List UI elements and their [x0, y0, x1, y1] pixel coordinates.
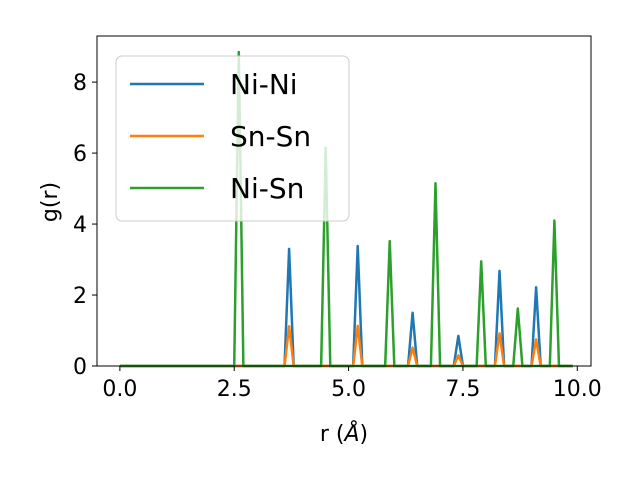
x-axis-label-prefix: r ( — [320, 422, 345, 447]
x-tick-label: 7.5 — [445, 377, 480, 402]
legend-label: Sn-Sn — [230, 120, 311, 153]
y-tick-label: 2 — [73, 284, 87, 309]
y-axis: 0 2 4 6 8 — [73, 71, 97, 380]
y-axis-label: g(r) — [38, 182, 63, 222]
plot-frame — [96, 35, 592, 367]
x-tick-label: 0.0 — [102, 377, 137, 402]
y-tick-label: 0 — [73, 355, 87, 380]
x-axis-label-suffix: ) — [360, 422, 369, 447]
x-axis: 0.0 2.5 5.0 7.5 10.0 — [102, 366, 602, 402]
y-tick-label: 8 — [73, 71, 87, 96]
x-tick-label: 10.0 — [553, 377, 602, 402]
y-tick-label: 4 — [73, 213, 87, 238]
x-tick-label: 5.0 — [331, 377, 366, 402]
x-tick-label: 2.5 — [217, 377, 252, 402]
legend-box — [115, 55, 350, 222]
y-tick-label: 6 — [73, 142, 87, 167]
legend: Ni-Ni Sn-Sn Ni-Sn — [115, 55, 350, 222]
legend-label: Ni-Ni — [230, 68, 298, 101]
x-axis-label: r (Å) — [320, 420, 368, 447]
legend-items: Ni-Ni Sn-Sn Ni-Sn — [130, 68, 311, 205]
x-axis-label-unit: Å — [342, 420, 359, 447]
legend-label: Ni-Sn — [230, 172, 304, 205]
